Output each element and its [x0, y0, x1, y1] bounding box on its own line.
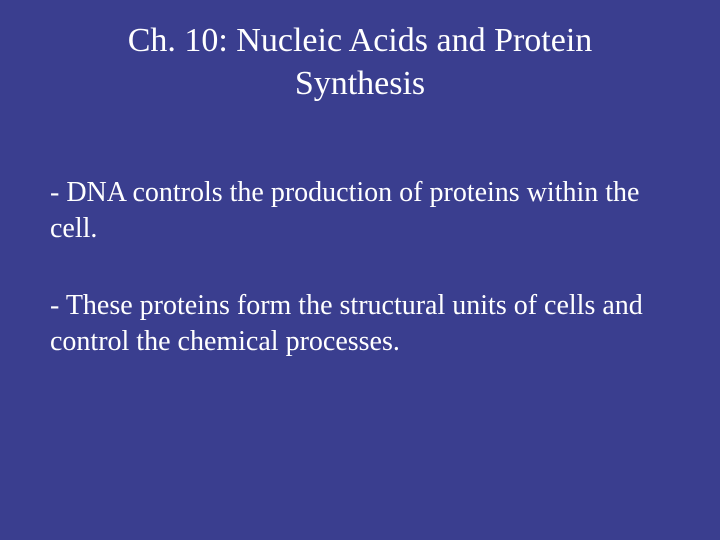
slide-container: Ch. 10: Nucleic Acids and Protein Synthe… — [0, 0, 720, 540]
bullet-item: - These proteins form the structural uni… — [50, 288, 670, 361]
slide-title: Ch. 10: Nucleic Acids and Protein Synthe… — [50, 20, 670, 105]
slide-body: - DNA controls the production of protein… — [50, 175, 670, 361]
bullet-item: - DNA controls the production of protein… — [50, 175, 670, 248]
